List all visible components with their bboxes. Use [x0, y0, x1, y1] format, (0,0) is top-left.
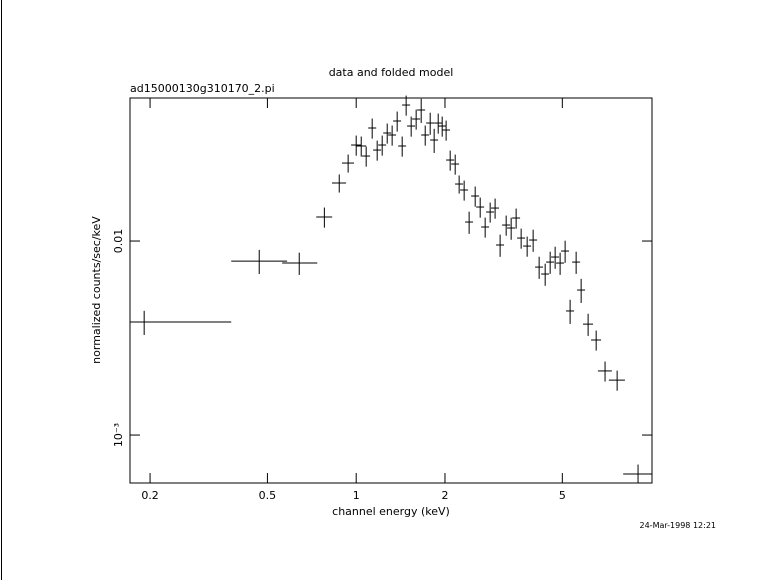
x-axis-label: channel energy (keV): [332, 505, 450, 518]
chart-subtitle: ad15000130g310170_2.pi: [130, 82, 275, 95]
x-tick-label: 0.2: [141, 489, 159, 502]
timestamp: 24-Mar-1998 12:21: [640, 521, 717, 530]
x-tick-label: 5: [559, 489, 566, 502]
x-tick-label: 0.5: [259, 489, 277, 502]
y-axis-label: normalized counts/sec/keV: [90, 216, 103, 364]
chart-title: data and folded model: [329, 66, 454, 79]
plot-frame: [129, 97, 653, 484]
y-tick-label: 10⁻³: [112, 423, 125, 447]
x-tick-label: 1: [353, 489, 360, 502]
x-tick-label: 2: [441, 489, 448, 502]
y-tick-label: 0.01: [112, 229, 125, 254]
